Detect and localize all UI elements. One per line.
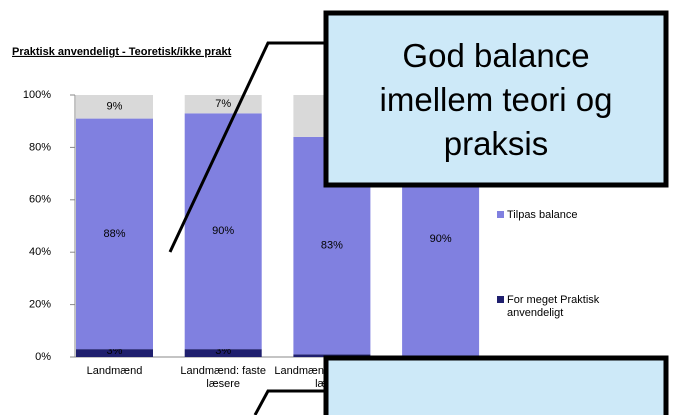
- legend-label: For meget Praktisk anvendeligt: [507, 294, 600, 319]
- data-label: 90%: [430, 233, 452, 245]
- callout-leader: [253, 389, 325, 415]
- y-tick-label: 100%: [23, 89, 51, 101]
- y-tick-label: 40%: [29, 246, 51, 258]
- x-tick-label: Landmænd: [87, 365, 143, 377]
- bar-segment: [76, 118, 153, 350]
- bar-segment: [184, 113, 262, 350]
- legend-swatch: [497, 296, 504, 303]
- data-label: 90%: [212, 225, 234, 237]
- callout-box: [323, 10, 669, 188]
- y-tick-label: 80%: [29, 141, 51, 153]
- y-tick-label: 0%: [35, 351, 51, 363]
- y-tick-label: 60%: [29, 194, 51, 206]
- callout-text: God balance imellem teori og praksis: [380, 37, 613, 162]
- chart-title: Praktisk anvendeligt - Teoretisk/ikke pr…: [12, 46, 232, 58]
- legend-label: Tilpas balance: [507, 209, 578, 221]
- data-label: 9%: [107, 101, 123, 113]
- y-tick-label: 20%: [29, 299, 51, 311]
- data-label: 7%: [215, 98, 231, 110]
- callout-box: [323, 355, 669, 415]
- legend-swatch: [497, 211, 504, 218]
- x-tick-label: Landmænd: faste læsere: [180, 365, 266, 390]
- callout-leader: [168, 41, 325, 253]
- bar-segment: [76, 349, 153, 357]
- data-label: 88%: [103, 228, 125, 240]
- bar-segment: [76, 95, 153, 119]
- data-label: 83%: [321, 240, 343, 252]
- bar-segment: [184, 349, 262, 357]
